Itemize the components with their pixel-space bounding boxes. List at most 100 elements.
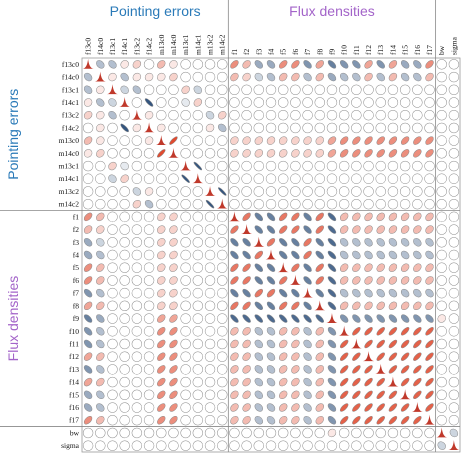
correlation-ellipse [241,186,252,197]
correlation-ellipse [364,238,373,247]
correlation-ellipse [168,160,179,172]
correlation-ellipse [351,160,362,172]
correlation-ellipse [230,403,239,412]
correlation-ellipse [413,390,422,400]
correlation-ellipse [253,122,265,134]
correlation-ellipse [218,110,227,120]
correlation-ellipse [143,338,155,350]
correlation-ellipse [448,198,460,210]
correlation-ellipse [180,122,191,134]
correlation-ellipse [131,313,143,324]
correlation-ellipse [157,149,166,158]
correlation-ellipse [83,327,93,336]
correlation-ellipse [83,110,93,120]
correlation-ellipse [364,276,373,285]
correlation-ellipse [278,377,288,387]
correlation-ellipse [131,440,143,451]
correlation-ellipse [254,250,264,260]
correlation-ellipse [241,109,252,121]
correlation-ellipse [314,198,325,210]
correlation-ellipse [205,123,215,133]
row-label: f13 [69,365,79,374]
correlation-ellipse [131,402,143,413]
correlation-ellipse [119,427,130,439]
correlation-ellipse [204,300,216,312]
correlation-ellipse [277,109,289,121]
correlation-ellipse [327,377,337,387]
correlation-ellipse [230,365,239,374]
correlation-ellipse [96,238,105,247]
correlation-ellipse [254,377,264,387]
correlation-ellipse [131,211,143,223]
correlation-ellipse [363,84,374,95]
row-label: f13c1 [62,85,79,94]
row-label: m14c2 [59,200,80,209]
diagonal-density [375,363,387,374]
correlation-ellipse [192,59,204,70]
correlation-ellipse [302,186,313,197]
correlation-ellipse [107,186,118,197]
diagonal-density [326,313,338,323]
correlation-ellipse [413,365,422,374]
correlation-ellipse [119,376,130,388]
correlation-ellipse [254,60,264,69]
correlation-ellipse [180,275,191,286]
correlation-ellipse [180,326,191,337]
correlation-ellipse [156,84,167,95]
correlation-ellipse [192,287,204,299]
correlation-ellipse [143,287,155,299]
correlation-ellipse [119,249,130,261]
correlation-ellipse [96,327,105,336]
correlation-ellipse [290,440,301,451]
correlation-ellipse [314,122,325,134]
correlation-ellipse [364,327,373,336]
row-label: f6 [73,276,79,285]
correlation-ellipse [302,198,313,210]
correlation-ellipse [96,276,105,285]
correlation-ellipse [204,211,216,223]
correlation-ellipse [217,300,228,312]
correlation-ellipse [352,263,361,272]
correlation-ellipse [387,109,399,121]
correlation-ellipse [143,402,155,413]
correlation-ellipse [363,109,374,121]
correlation-ellipse [399,97,411,108]
correlation-ellipse [388,238,398,247]
correlation-ellipse [375,427,386,439]
group-label-top: Pointing errors [110,3,201,19]
correlation-ellipse [119,211,130,223]
correlation-ellipse [180,224,191,235]
correlation-ellipse [436,275,447,286]
correlation-ellipse [119,351,130,362]
correlation-ellipse [192,300,204,312]
correlation-ellipse [107,440,118,451]
correlation-ellipse [315,288,324,298]
correlation-ellipse [204,262,216,273]
correlation-ellipse [388,212,398,222]
correlation-ellipse [143,262,155,273]
correlation-ellipse [338,186,350,197]
correlation-ellipse [352,314,361,323]
correlation-ellipse [327,136,337,145]
correlation-ellipse [364,377,373,387]
correlation-ellipse [192,364,204,375]
correlation-ellipse [217,389,228,401]
correlation-ellipse [448,389,460,401]
correlation-ellipse [253,109,265,121]
correlation-ellipse [119,300,130,312]
correlation-ellipse [217,97,228,108]
correlation-ellipse [265,427,277,439]
correlation-ellipse [339,149,349,158]
correlation-ellipse [157,327,166,336]
correlation-ellipse [168,198,179,210]
correlation-ellipse [400,339,410,349]
correlation-ellipse [388,72,398,82]
correlation-ellipse [302,173,313,184]
correlation-ellipse [143,440,155,451]
correlation-ellipse [436,160,447,172]
correlation-ellipse [131,249,143,261]
row-label: sigma [61,441,80,450]
correlation-ellipse [95,440,106,451]
correlation-ellipse [351,84,362,95]
row-label: f11 [69,339,79,348]
